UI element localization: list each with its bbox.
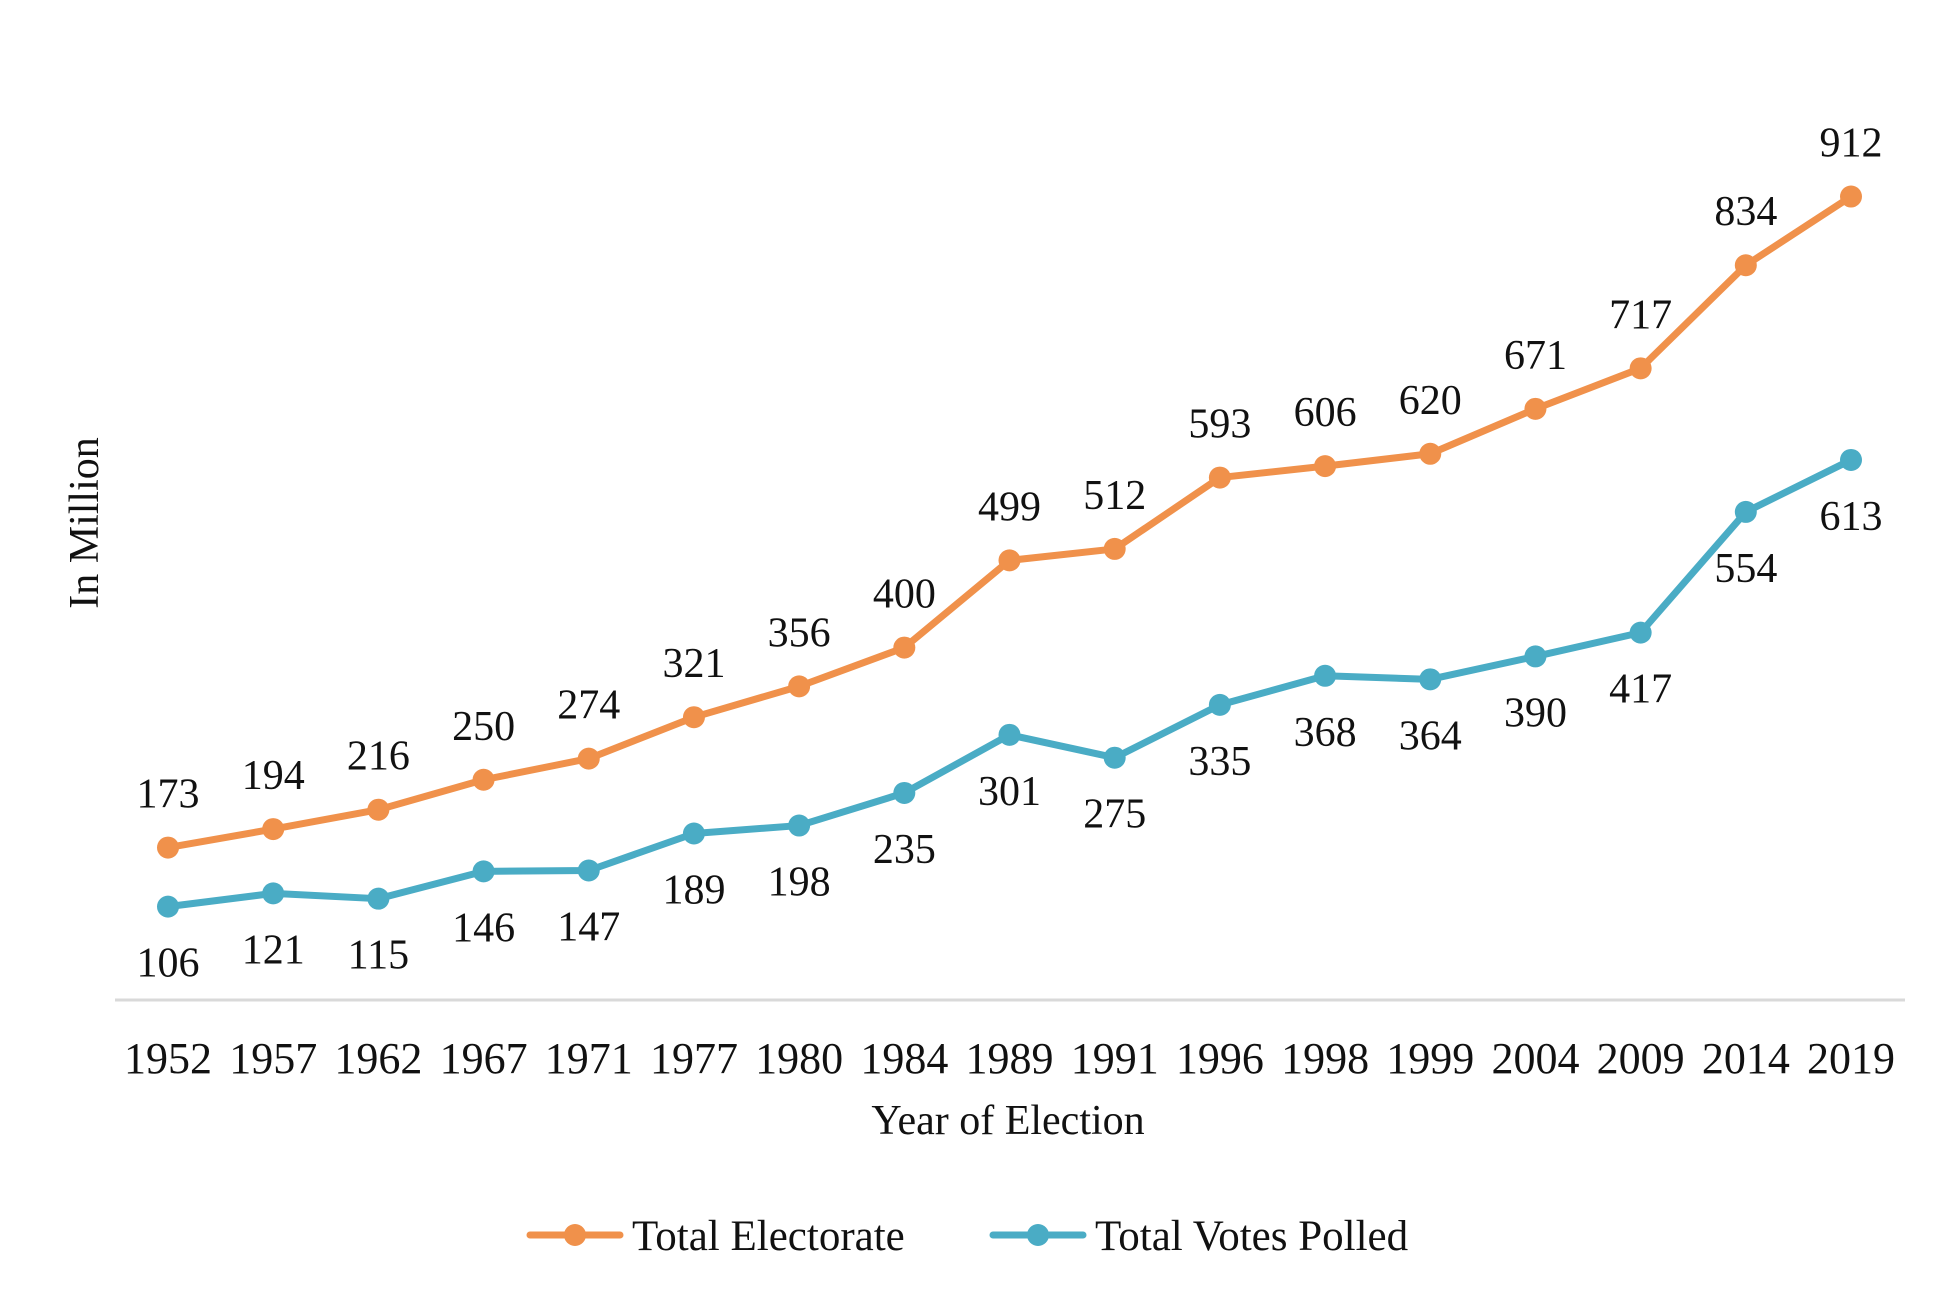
data-label: 194 — [242, 753, 305, 799]
data-label: 106 — [137, 941, 200, 987]
x-tick-label: 1971 — [545, 1034, 633, 1083]
x-tick-label: 2009 — [1597, 1034, 1685, 1083]
data-point — [1840, 185, 1862, 208]
data-label: 671 — [1504, 333, 1567, 379]
data-point — [1103, 537, 1126, 560]
x-tick-label: 1957 — [229, 1034, 317, 1083]
data-point — [157, 895, 179, 918]
data-label: 613 — [1820, 494, 1883, 540]
data-label: 368 — [1294, 710, 1357, 756]
data-point — [893, 636, 916, 659]
x-tick-label: 1991 — [1071, 1034, 1159, 1083]
data-point — [1419, 442, 1442, 465]
data-label: 301 — [978, 769, 1041, 815]
x-tick-label: 1998 — [1281, 1034, 1369, 1083]
data-label: 512 — [1083, 473, 1146, 519]
data-point — [577, 859, 600, 882]
legend-item-0: Total Electorate — [526, 1213, 905, 1260]
data-point — [262, 882, 285, 905]
data-label: 400 — [873, 572, 936, 618]
data-point — [1524, 645, 1547, 668]
x-tick-label: 2004 — [1491, 1034, 1579, 1083]
data-label: 146 — [452, 905, 515, 951]
data-label: 147 — [557, 904, 620, 950]
data-point — [577, 747, 600, 770]
x-tick-label: 1980 — [755, 1034, 843, 1083]
data-point — [1734, 500, 1757, 523]
data-label: 390 — [1504, 690, 1567, 736]
data-point — [1524, 397, 1547, 420]
x-tick-label: 1996 — [1176, 1034, 1264, 1083]
data-point — [893, 781, 916, 804]
data-point — [472, 860, 495, 883]
legend-swatch-marker — [1027, 1224, 1049, 1246]
legend-label: Total Electorate — [632, 1213, 905, 1260]
data-label: 275 — [1083, 792, 1146, 838]
data-point — [682, 822, 705, 845]
data-point — [788, 814, 811, 837]
data-label: 216 — [347, 734, 410, 780]
x-tick-label: 2014 — [1702, 1034, 1790, 1083]
data-label: 189 — [662, 867, 725, 913]
data-label: 356 — [768, 610, 831, 656]
data-label: 250 — [452, 704, 515, 750]
data-label: 235 — [873, 827, 936, 873]
data-point — [472, 768, 495, 791]
data-point — [998, 549, 1021, 572]
y-axis-title: In Million — [62, 437, 108, 609]
data-point — [998, 723, 1021, 746]
data-label: 912 — [1820, 121, 1883, 167]
x-tick-label: 1984 — [860, 1034, 948, 1083]
data-point — [1208, 693, 1231, 716]
data-label: 121 — [242, 927, 305, 973]
data-point — [788, 675, 811, 698]
data-point — [682, 706, 705, 729]
x-tick-label: 1999 — [1386, 1034, 1474, 1083]
x-axis-title: Year of Election — [871, 1098, 1144, 1144]
data-label: 198 — [768, 860, 831, 906]
data-point — [1314, 455, 1337, 478]
data-label: 717 — [1609, 292, 1672, 338]
legend-item-1: Total Votes Polled — [989, 1213, 1408, 1260]
data-label: 593 — [1188, 402, 1251, 448]
data-label: 364 — [1399, 713, 1462, 759]
data-point — [1629, 621, 1652, 644]
data-label: 321 — [662, 641, 725, 687]
x-tick-label: 1952 — [124, 1034, 212, 1083]
data-label: 620 — [1399, 378, 1462, 424]
data-label: 606 — [1294, 390, 1357, 436]
data-point — [262, 818, 285, 841]
data-point — [1208, 466, 1231, 489]
legend-label: Total Votes Polled — [1095, 1213, 1408, 1260]
data-label: 274 — [557, 683, 620, 729]
data-label: 115 — [348, 933, 409, 979]
data-point — [1629, 357, 1652, 380]
data-label: 499 — [978, 484, 1041, 530]
x-tick-label: 1977 — [650, 1034, 738, 1083]
data-point — [367, 798, 390, 821]
data-point — [1734, 254, 1757, 277]
data-point — [1419, 668, 1442, 691]
data-point — [367, 887, 390, 910]
data-label: 417 — [1609, 667, 1672, 713]
data-label: 335 — [1188, 739, 1251, 785]
data-point — [1314, 664, 1337, 687]
data-point — [1840, 448, 1862, 471]
x-tick-label: 1989 — [966, 1034, 1054, 1083]
data-label: 834 — [1714, 189, 1777, 235]
data-label: 173 — [137, 772, 200, 818]
legend-swatch-marker — [564, 1224, 586, 1246]
data-point — [1103, 746, 1126, 769]
x-tick-label: 2019 — [1807, 1034, 1895, 1083]
data-point — [157, 836, 179, 859]
data-label: 554 — [1714, 546, 1777, 592]
x-tick-label: 1962 — [334, 1034, 422, 1083]
x-tick-label: 1967 — [440, 1034, 528, 1083]
